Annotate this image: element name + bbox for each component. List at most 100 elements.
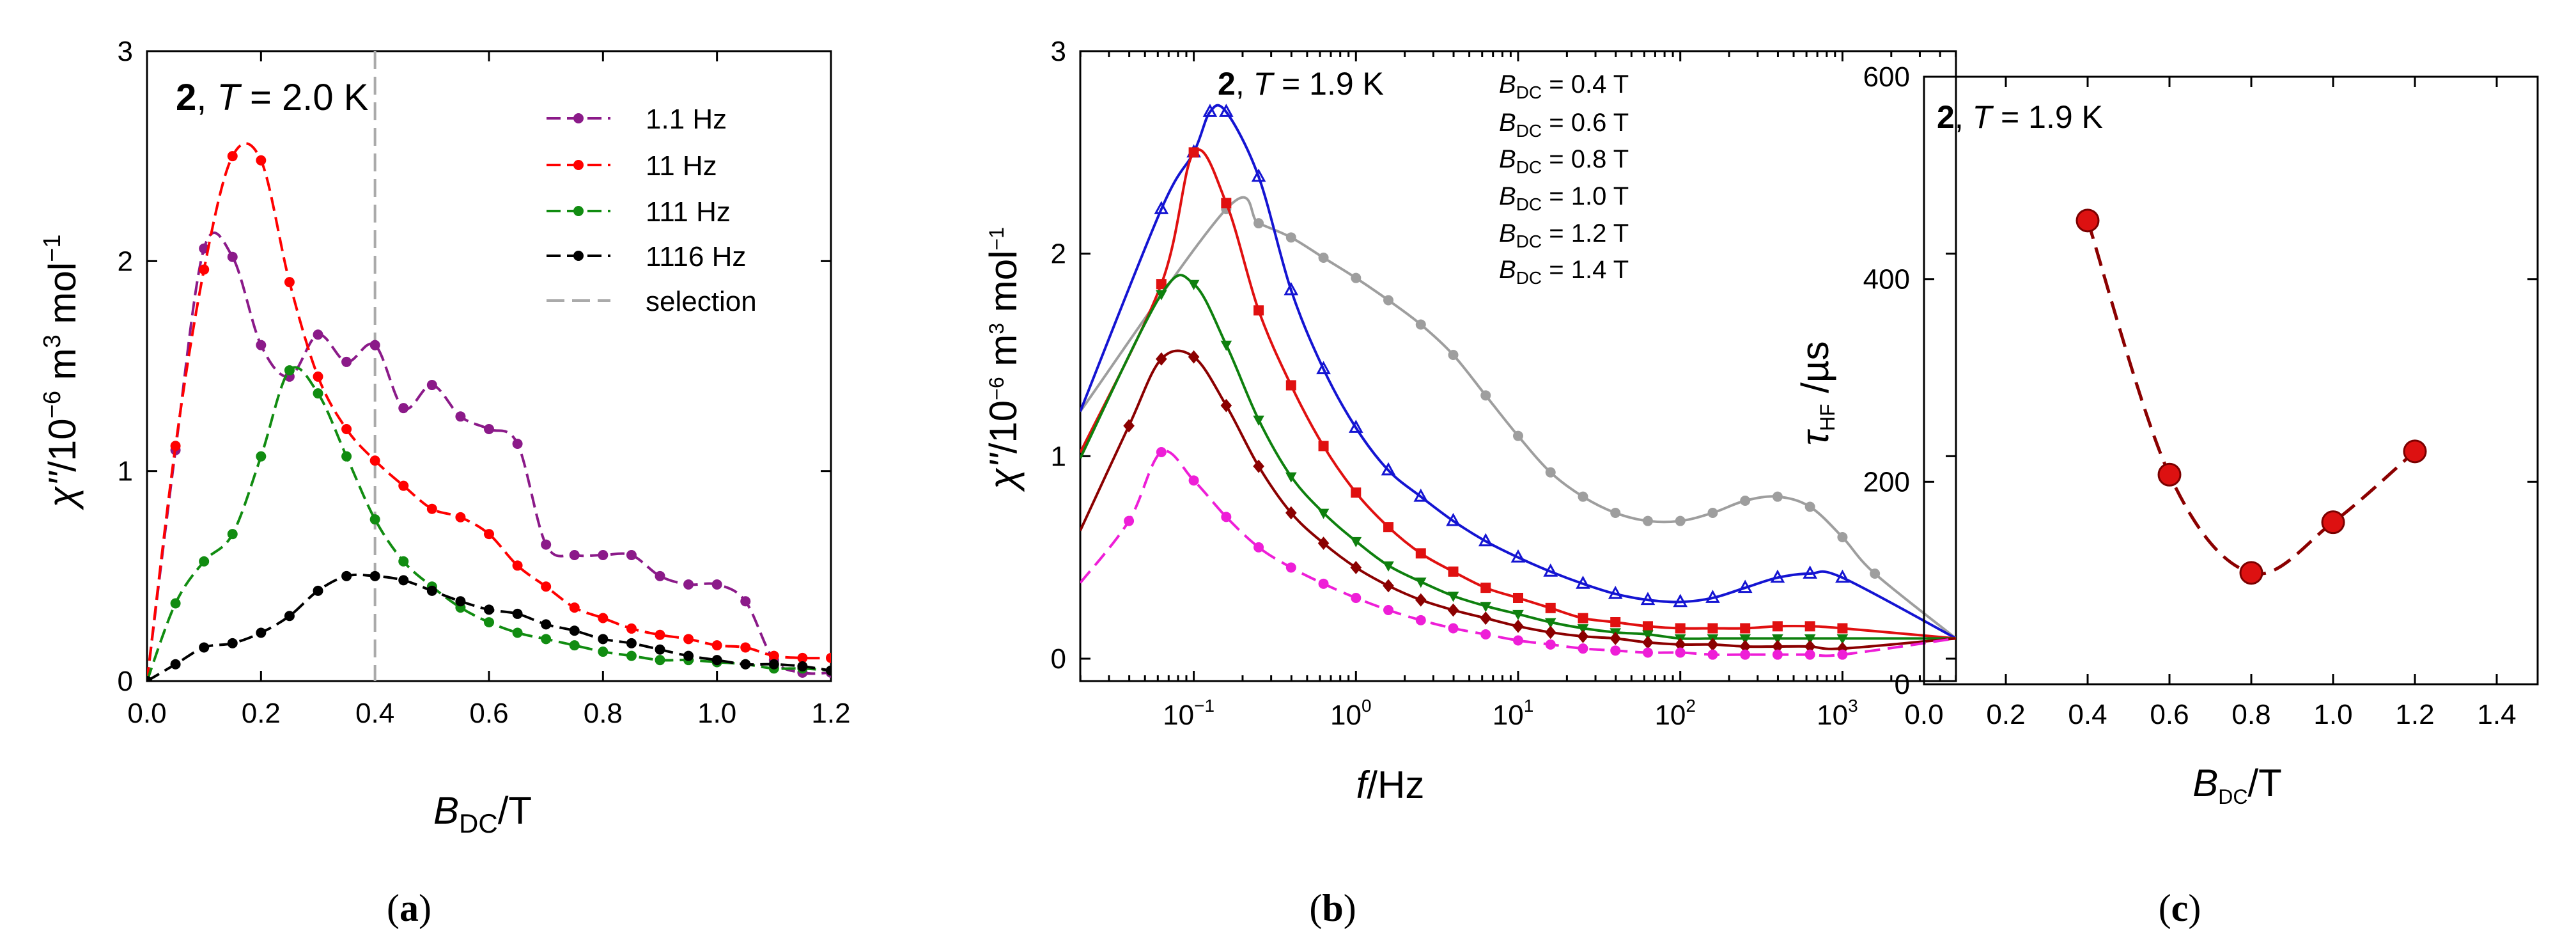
data-point	[1737, 579, 1753, 593]
data-point	[170, 659, 181, 670]
x-tick-label: 0.0	[127, 698, 166, 729]
panel-a-xlabel: BDC/T	[433, 789, 532, 838]
legend-entry-1-1hz: 1.1 Hz	[547, 104, 727, 135]
data-point	[1870, 569, 1881, 579]
fit-curve	[2086, 220, 2416, 576]
data-point	[1381, 462, 1396, 476]
data-point	[1383, 522, 1394, 533]
data-point	[1480, 602, 1492, 613]
data-point	[1253, 218, 1264, 229]
data-point	[1154, 201, 1169, 214]
data-point	[284, 365, 295, 376]
data-point	[1804, 621, 1815, 632]
legend-entry-11hz: 11 Hz	[547, 150, 717, 182]
data-point	[512, 560, 523, 571]
data-point	[1804, 501, 1815, 512]
data-point	[1123, 419, 1135, 433]
data-point	[569, 625, 580, 636]
legend-entry-1-2t: BDC = 1.2 T	[1499, 219, 1629, 251]
data-point	[626, 623, 637, 634]
data-point	[541, 581, 552, 592]
data-point	[1253, 305, 1264, 316]
data-point	[1836, 634, 1849, 645]
data-point	[1317, 537, 1330, 550]
data-point	[598, 647, 609, 657]
data-point	[455, 512, 466, 522]
data-point	[512, 627, 523, 638]
data-point	[2157, 462, 2182, 487]
data-point	[1610, 617, 1621, 627]
caption-b: (b)	[1309, 887, 1356, 929]
caption-c: (c)	[2159, 887, 2201, 929]
legend-entry-0-8t: BDC = 0.8 T	[1499, 145, 1629, 177]
fit-curve	[1080, 274, 1956, 640]
data-point	[541, 634, 552, 645]
data-point	[1188, 279, 1200, 290]
data-point	[1447, 592, 1459, 602]
data-point	[711, 655, 722, 666]
data-point	[484, 617, 494, 628]
legend-entry-1-4t: BDC = 1.4 T	[1499, 256, 1629, 288]
data-point	[1837, 649, 1848, 660]
data-point	[598, 613, 609, 624]
data-point	[1480, 583, 1491, 593]
data-point	[1448, 623, 1459, 634]
data-point	[256, 340, 267, 350]
data-point	[1543, 563, 1558, 577]
data-point	[1318, 441, 1329, 451]
data-point	[626, 638, 637, 648]
data-point	[1578, 491, 1588, 502]
data-point	[341, 424, 352, 434]
data-point	[199, 642, 210, 653]
data-point	[369, 340, 380, 350]
y-tick-label: 0	[118, 666, 133, 697]
data-point	[1576, 576, 1590, 589]
data-point	[2321, 510, 2345, 535]
data-point	[1188, 475, 1199, 486]
series-line	[147, 366, 831, 681]
data-point	[1253, 459, 1264, 473]
fit-curve	[1080, 450, 1956, 657]
data-point	[655, 644, 665, 655]
data-point	[711, 640, 722, 651]
data-point	[1772, 621, 1783, 632]
y-tick-label: 0	[1895, 669, 1910, 700]
data-point	[313, 371, 323, 382]
data-point	[1835, 569, 1850, 583]
x-tick-label: 102	[1654, 696, 1696, 731]
data-point	[1513, 593, 1523, 603]
data-point	[626, 550, 637, 560]
data-point	[256, 451, 267, 462]
data-point	[170, 441, 181, 451]
data-point	[512, 608, 523, 619]
data-point	[398, 403, 409, 414]
data-point	[655, 570, 665, 581]
data-point	[1251, 168, 1266, 182]
data-point	[455, 596, 466, 607]
data-point	[1383, 295, 1394, 306]
data-point	[1316, 361, 1331, 375]
panel-b-xlabel: f/Hz	[1356, 764, 1425, 806]
x-tick-label: 0.2	[242, 698, 281, 729]
data-point	[426, 503, 437, 514]
data-point	[1739, 634, 1751, 645]
data-point	[1804, 649, 1815, 660]
data-point	[1770, 569, 1785, 583]
data-point	[1480, 629, 1491, 639]
data-point	[227, 638, 238, 648]
data-point	[199, 556, 210, 567]
legend-label: 1116 Hz	[646, 241, 746, 272]
data-point	[1350, 561, 1362, 574]
data-point	[1545, 602, 1556, 613]
data-point	[1220, 398, 1232, 412]
data-point	[826, 652, 831, 663]
x-tick-label: 1.2	[2395, 699, 2434, 730]
data-point	[1318, 253, 1329, 263]
data-point	[455, 411, 466, 422]
data-point	[1837, 623, 1848, 634]
data-point	[426, 585, 437, 596]
panel-b-plot	[1080, 104, 1956, 660]
data-point	[1577, 624, 1589, 635]
data-point	[1448, 566, 1459, 577]
data-point	[740, 659, 751, 670]
